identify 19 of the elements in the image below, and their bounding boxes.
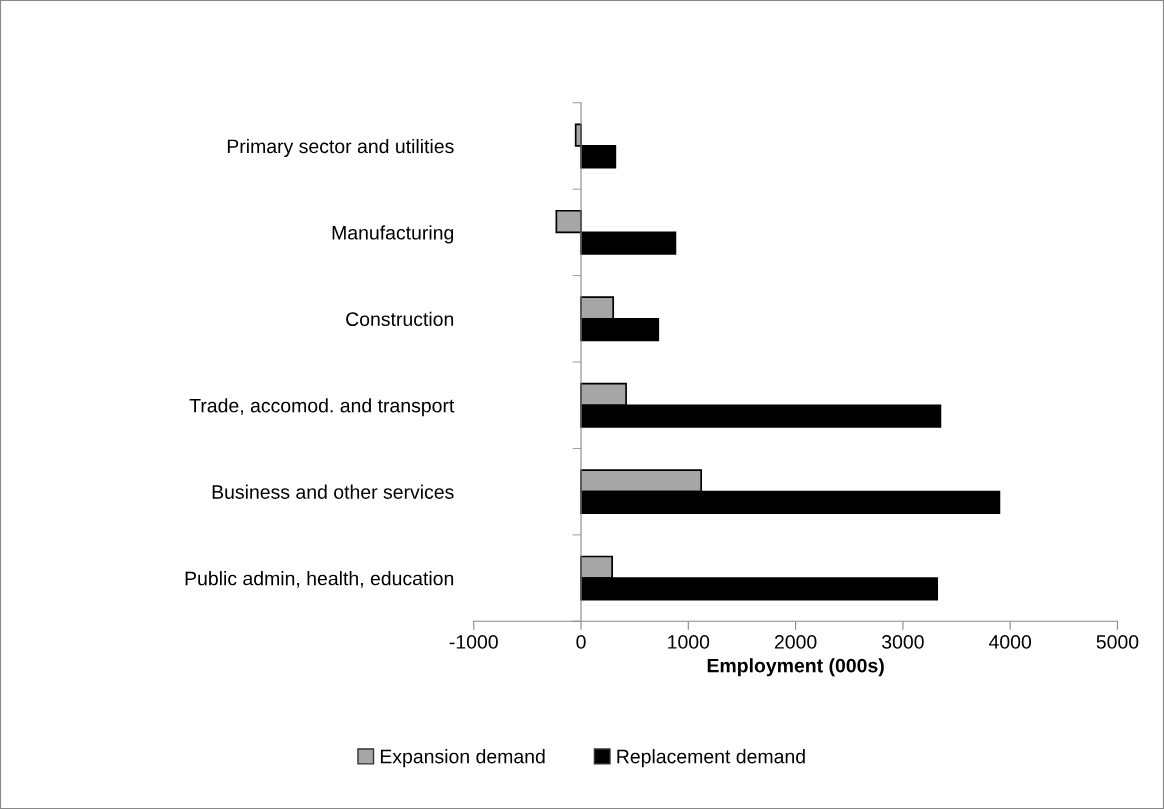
x-tick-label: 4000 xyxy=(988,635,1032,649)
legend-label: Expansion demand xyxy=(380,749,545,768)
x-tick-label: 2000 xyxy=(774,635,817,649)
y-tick-label: Business and other services xyxy=(212,484,454,499)
x-tick-label: 1000 xyxy=(668,635,710,649)
bar xyxy=(580,231,677,255)
y-tick-label: Primary sector and utilities xyxy=(227,138,454,158)
legend-label: Replacement demand xyxy=(617,749,805,768)
y-tick-label: Trade, accomod. and transport xyxy=(189,398,455,417)
y-tick-label: Public admin, health, education xyxy=(185,571,454,588)
x-tick-label: -1000 xyxy=(449,635,498,649)
x-tick-label: 5000 xyxy=(1096,635,1139,649)
y-tick-label: Construction xyxy=(346,311,454,327)
y-tick-label: Manufacturing xyxy=(332,225,454,244)
x-tick-label: 3000 xyxy=(881,635,924,649)
bar xyxy=(555,209,582,234)
bar xyxy=(580,145,617,169)
x-axis-title: Employment (000s) xyxy=(707,658,884,677)
x-tick-label: 0 xyxy=(576,635,586,649)
